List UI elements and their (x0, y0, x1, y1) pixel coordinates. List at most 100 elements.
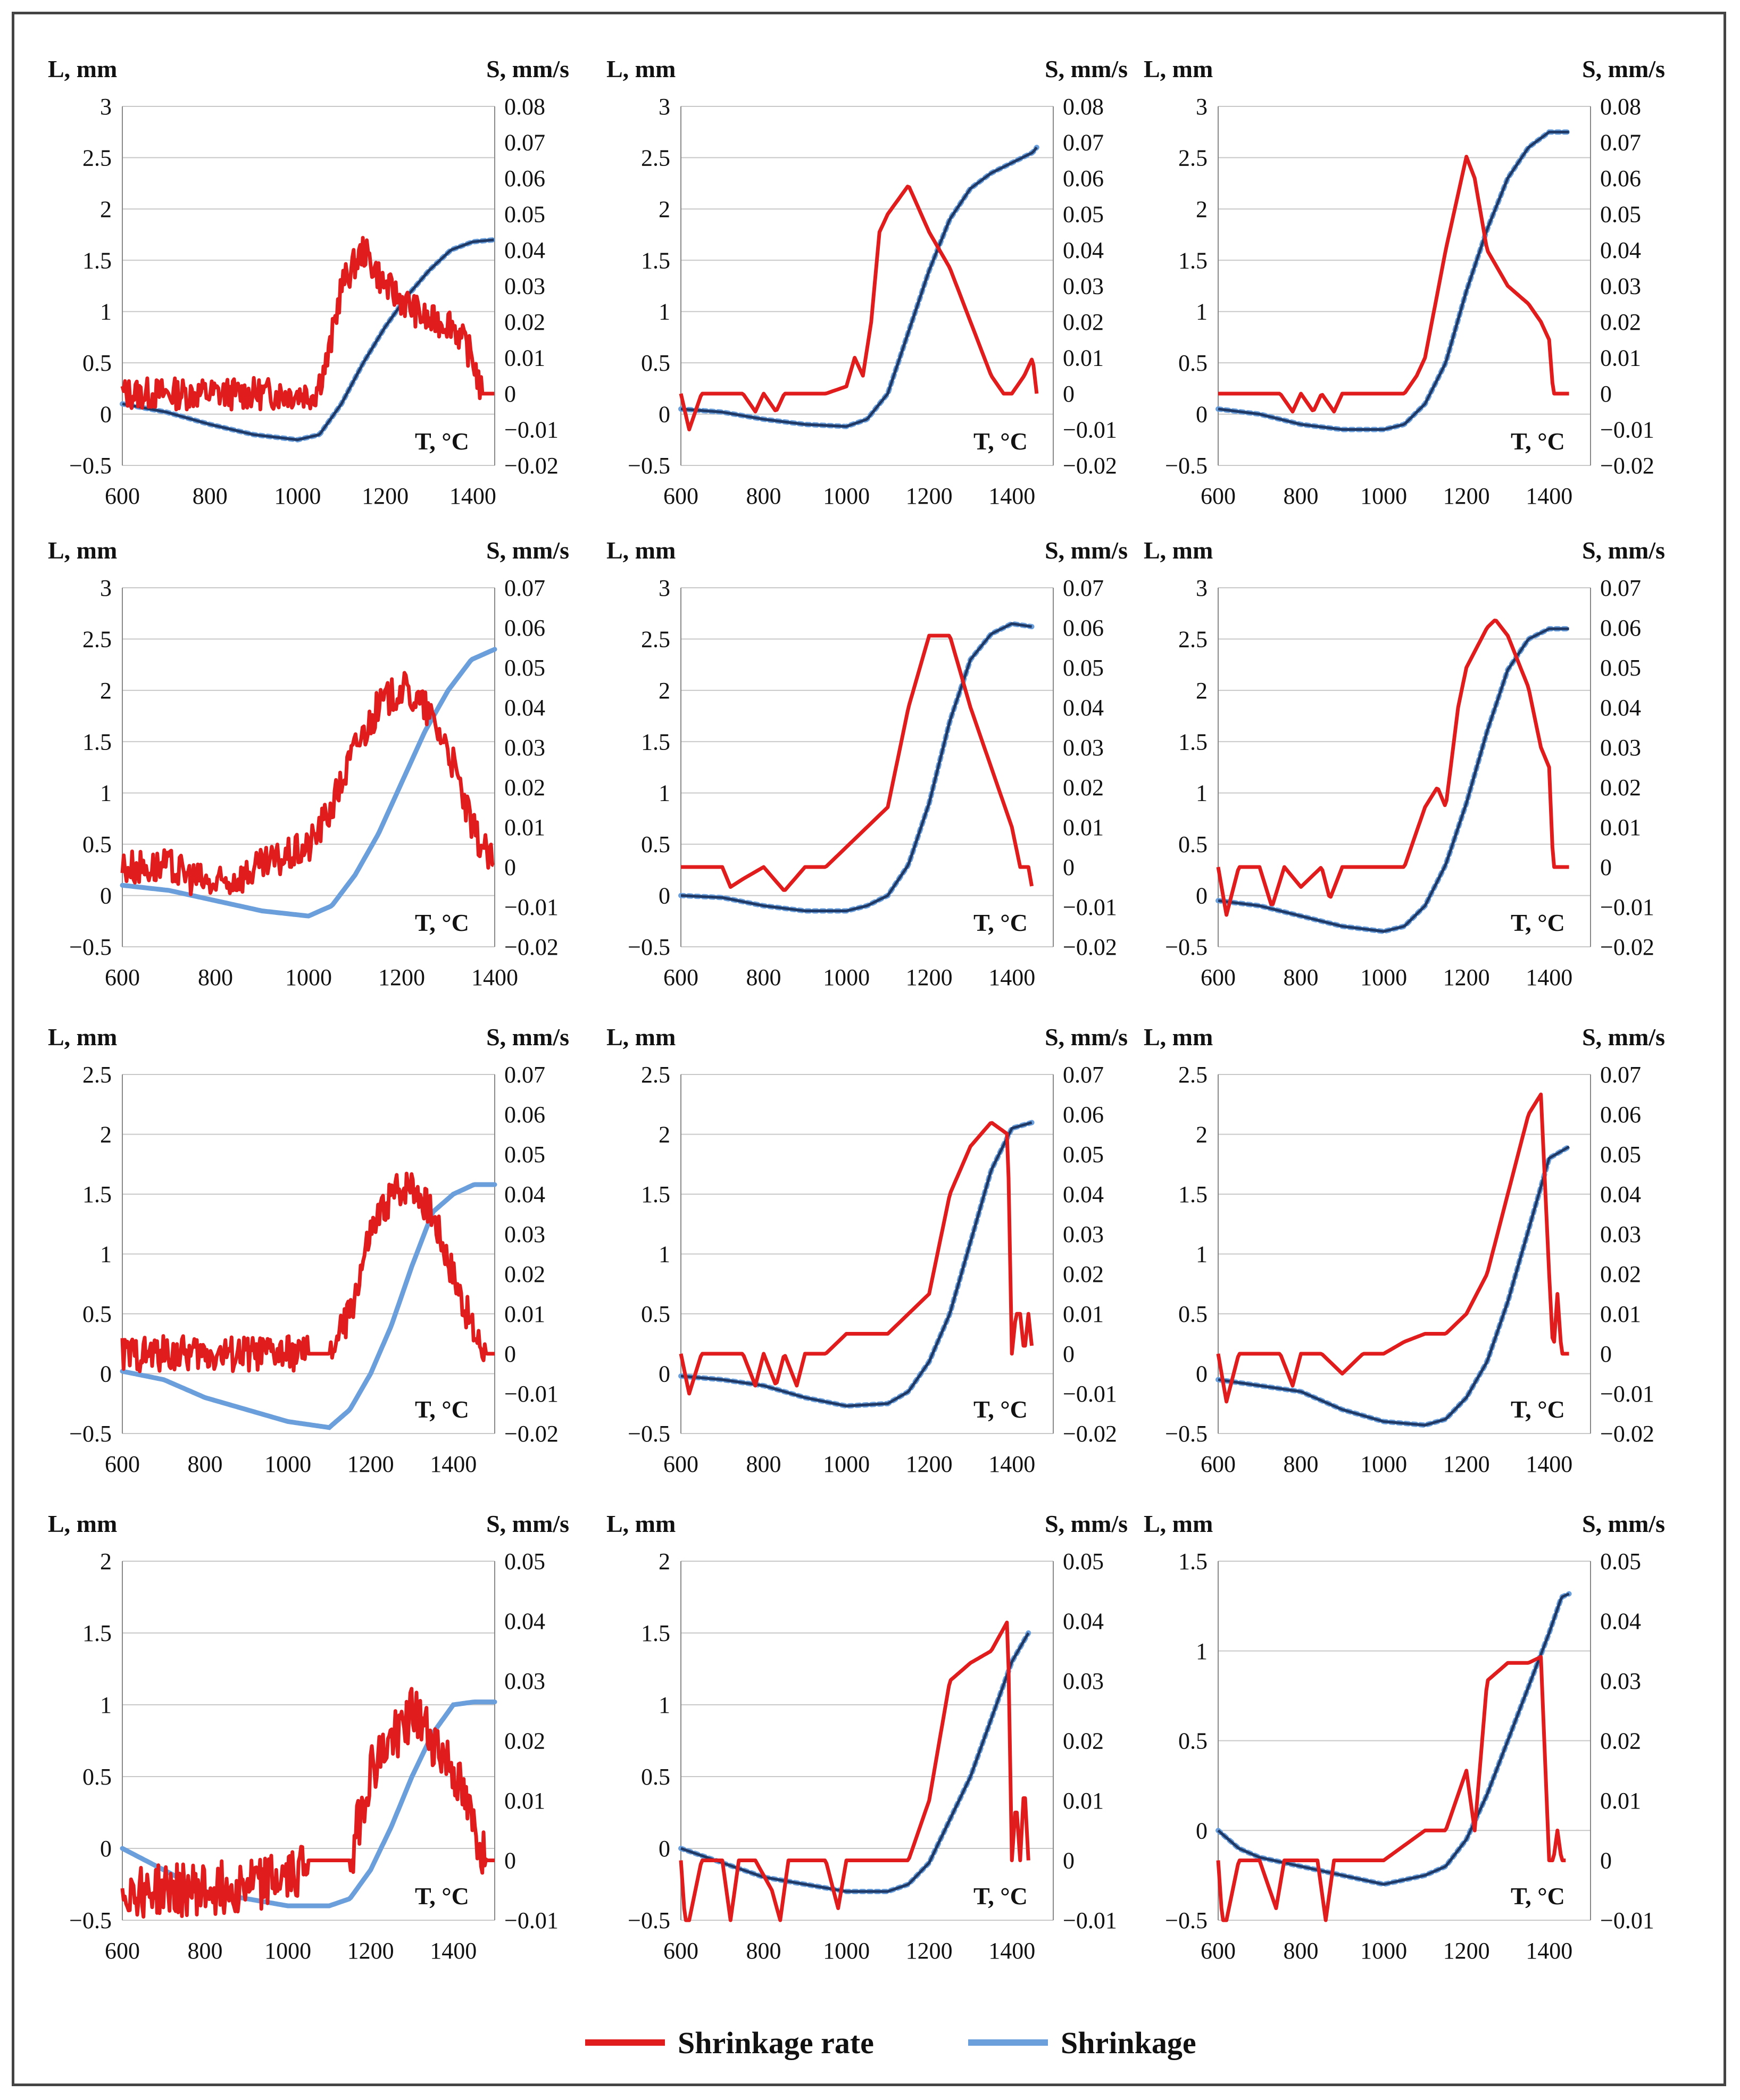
right-axis-title: S, mm/s (1045, 537, 1128, 564)
x-axis-title: T, °C (415, 1882, 469, 1910)
y2-tick-label: 0.02 (504, 774, 545, 801)
y-tick-label: 3 (100, 94, 112, 120)
y-tick-label: 2 (659, 196, 670, 222)
y2-tick-label: 0 (1600, 381, 1612, 407)
legend-swatch-rate (585, 2039, 665, 2046)
y2-tick-label: 0.01 (504, 345, 545, 371)
y2-tick-label: −0.02 (1600, 1421, 1654, 1447)
y-tick-label: 0 (1196, 1361, 1208, 1387)
y2-tick-label: 0.02 (1063, 774, 1104, 801)
y2-tick-label: 0.01 (1063, 814, 1104, 840)
y-tick-label: 1.5 (1178, 1181, 1208, 1207)
shrinkage-rate-line (120, 1171, 496, 1373)
shrinkage-fit-line (122, 238, 494, 441)
x-tick-label: 800 (198, 964, 233, 990)
y2-tick-label: 0 (1063, 1848, 1075, 1874)
legend-item-rate: Shrinkage rate (585, 2021, 874, 2064)
y2-tick-label: 0.05 (504, 1548, 545, 1574)
y2-tick-label: 0.04 (1063, 1181, 1104, 1207)
left-axis-title: L, mm (606, 1510, 676, 1537)
y2-tick-label: 0.05 (1063, 1548, 1104, 1574)
y2-tick-label: −0.02 (1063, 934, 1117, 960)
x-tick-label: 600 (663, 483, 698, 509)
y2-tick-label: 0.04 (1063, 237, 1104, 263)
shrinkage-fit-line (680, 1121, 1033, 1407)
y-tick-label: 1.5 (82, 1620, 112, 1646)
y-tick-label: 1 (100, 1241, 112, 1268)
y-tick-label: 2.5 (1178, 145, 1208, 171)
y2-tick-label: 0 (504, 854, 516, 880)
x-tick-label: 1400 (449, 483, 496, 509)
right-axis-title: S, mm/s (1045, 1510, 1128, 1537)
shrinkage-line (1215, 1591, 1572, 1887)
y-tick-label: 1.5 (641, 1181, 670, 1207)
y2-tick-label: 0.08 (504, 94, 545, 120)
y2-tick-label: −0.02 (504, 934, 559, 960)
y2-tick-label: 0.03 (1063, 1221, 1104, 1247)
figure-frame (12, 12, 1726, 2086)
y2-tick-label: 0.05 (1063, 202, 1104, 228)
y2-tick-label: 0.02 (504, 1728, 545, 1754)
y2-tick-label: 0.06 (504, 615, 545, 641)
y-tick-label: 1.5 (641, 729, 670, 755)
left-axis-title: L, mm (48, 55, 117, 82)
y-tick-label: −0.5 (69, 453, 112, 479)
y-tick-label: 0 (1196, 402, 1208, 428)
legend-label-rate: Shrinkage rate (678, 2025, 874, 2060)
y-tick-label: 0.5 (1178, 831, 1208, 857)
x-tick-label: 1000 (823, 1451, 870, 1477)
y-tick-label: 3 (1196, 94, 1208, 120)
x-tick-label: 1200 (378, 964, 425, 990)
x-tick-label: 600 (105, 1451, 140, 1477)
shrinkage-rate-line (120, 1687, 496, 1919)
x-tick-label: 1200 (906, 1451, 953, 1477)
y2-tick-label: 0.01 (504, 814, 545, 840)
x-tick-label: 600 (1201, 1451, 1236, 1477)
chart-panel: −0.5 0 0.5 1 1.5 2 2.5 3 −0.02 −0.01 0 0.01 0.02 0.03… (48, 55, 569, 509)
y-tick-label: 0 (100, 1836, 112, 1862)
y2-tick-label: 0.01 (1063, 1301, 1104, 1327)
y-tick-label: 2 (1196, 1122, 1208, 1148)
x-tick-label: 800 (1284, 1938, 1319, 1964)
y2-tick-label: 0.02 (1063, 309, 1104, 335)
y2-tick-label: 0.06 (1600, 165, 1641, 191)
y2-tick-label: 0.04 (504, 1181, 545, 1207)
y2-tick-label: 0.02 (1063, 1728, 1104, 1754)
y-tick-label: 1 (659, 299, 670, 325)
y2-tick-label: 0.05 (1600, 655, 1641, 681)
x-tick-label: 600 (1201, 964, 1236, 990)
x-tick-label: 1200 (906, 1938, 953, 1964)
y2-tick-label: −0.02 (1063, 1421, 1117, 1447)
x-axis-title: T, °C (973, 428, 1028, 455)
left-axis-title: L, mm (1144, 537, 1213, 564)
y2-tick-label: 0.03 (504, 1668, 545, 1694)
y-tick-label: −0.5 (1165, 1421, 1208, 1447)
y2-tick-label: 0.03 (504, 735, 545, 761)
shrinkage-line (1215, 626, 1572, 935)
y2-tick-label: 0.01 (1600, 814, 1641, 840)
y-tick-label: 2.5 (82, 626, 112, 652)
x-tick-label: 1200 (906, 483, 953, 509)
legend-item-shrinkage: Shrinkage (968, 2021, 1196, 2064)
y-tick-label: 1 (100, 780, 112, 806)
x-tick-label: 1000 (823, 1938, 870, 1964)
y2-tick-label: 0.01 (1600, 1788, 1641, 1814)
x-tick-label: 600 (663, 964, 698, 990)
y2-tick-label: 0.02 (1063, 1261, 1104, 1287)
y2-tick-label: 0.04 (1063, 1609, 1104, 1635)
x-tick-label: 1000 (823, 964, 870, 990)
y2-tick-label: −0.02 (504, 453, 559, 479)
y-tick-label: 0.5 (1178, 1301, 1208, 1327)
legend: Shrinkage rate Shrinkage (585, 2021, 1277, 2064)
shrinkage-rate-line (120, 671, 495, 896)
y2-tick-label: 0.02 (1600, 1261, 1641, 1287)
y-tick-label: 1 (659, 780, 670, 806)
y2-tick-label: −0.02 (1600, 934, 1654, 960)
y2-tick-label: 0 (1600, 854, 1612, 880)
y-tick-label: −0.5 (628, 934, 670, 960)
y-tick-label: 2.5 (641, 1062, 670, 1088)
left-axis-title: L, mm (48, 1023, 117, 1051)
y2-tick-label: −0.01 (504, 417, 559, 443)
legend-swatch-shrinkage (968, 2039, 1048, 2046)
x-tick-label: 600 (663, 1938, 698, 1964)
